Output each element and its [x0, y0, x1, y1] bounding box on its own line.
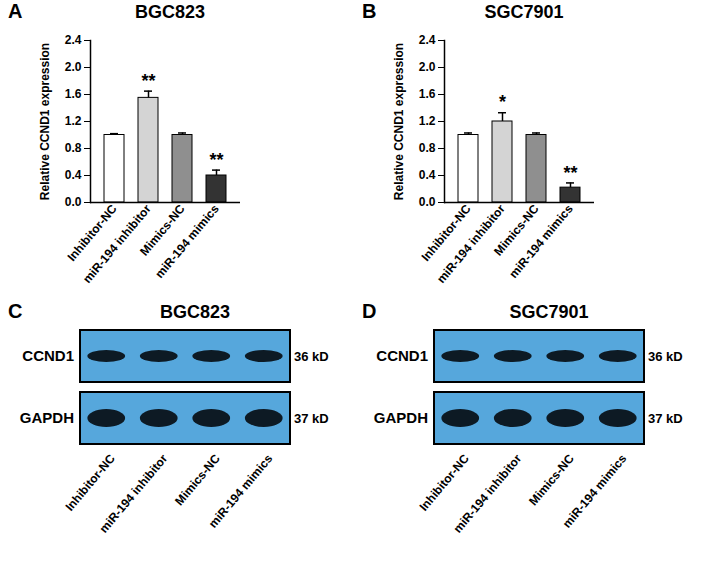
svg-text:**: ** [209, 150, 223, 170]
html-text:D: D [362, 300, 377, 322]
svg-text:Inhibitor-NC: Inhibitor-NC [64, 201, 120, 264]
svg-text:2.4: 2.4 [419, 33, 436, 47]
svg-text:GAPDH: GAPDH [374, 409, 428, 426]
svg-text:2.0: 2.0 [419, 60, 436, 74]
svg-text:**: ** [141, 71, 155, 91]
svg-text:0.0: 0.0 [65, 195, 82, 209]
svg-text:Inhibitor-NC: Inhibitor-NC [62, 451, 117, 513]
html-text:C: C [8, 300, 23, 322]
svg-text:0.0: 0.0 [419, 195, 436, 209]
svg-text:Mimics-NC: Mimics-NC [172, 451, 223, 508]
svg-text:Relative CCND1 expression: Relative CCND1 expression [38, 43, 52, 200]
svg-text:GAPDH: GAPDH [20, 409, 74, 426]
svg-text:Inhibitor-NC: Inhibitor-NC [416, 451, 471, 513]
svg-text:1.6: 1.6 [419, 87, 436, 101]
html-text:B: B [362, 0, 377, 22]
html-text:SGC7901: SGC7901 [509, 302, 589, 322]
html-text:A: A [8, 0, 23, 22]
html-text:BGC823: BGC823 [160, 302, 230, 322]
svg-text:miR-194 mimics: miR-194 mimics [206, 451, 276, 530]
svg-text:1.2: 1.2 [419, 114, 436, 128]
svg-text:0.8: 0.8 [65, 141, 82, 155]
svg-text:miR-194 inhibitor: miR-194 inhibitor [80, 201, 154, 286]
svg-text:miR-194 inhibitor: miR-194 inhibitor [451, 451, 525, 535]
svg-text:miR-194 mimics: miR-194 mimics [560, 451, 630, 530]
svg-text:CCND1: CCND1 [376, 347, 428, 364]
svg-text:37 kD: 37 kD [648, 411, 683, 426]
svg-text:0.8: 0.8 [419, 141, 436, 155]
svg-text:Mimics-NC: Mimics-NC [526, 451, 577, 508]
svg-text:Mimics-NC: Mimics-NC [137, 201, 188, 259]
svg-text:*: * [499, 92, 506, 112]
svg-text:37 kD: 37 kD [294, 411, 329, 426]
html-text:SGC7901: SGC7901 [484, 2, 564, 22]
svg-text:Relative CCND1 expression: Relative CCND1 expression [392, 43, 406, 200]
svg-text:CCND1: CCND1 [22, 347, 74, 364]
svg-text:Inhibitor-NC: Inhibitor-NC [418, 201, 474, 264]
html-text:BGC823: BGC823 [135, 2, 205, 22]
svg-text:Mimics-NC: Mimics-NC [491, 201, 542, 259]
svg-text:36 kD: 36 kD [648, 349, 683, 364]
svg-text:0.4: 0.4 [419, 168, 436, 182]
svg-text:**: ** [563, 163, 577, 183]
svg-text:miR-194 mimics: miR-194 mimics [506, 202, 576, 281]
svg-text:miR-194 inhibitor: miR-194 inhibitor [97, 451, 171, 535]
svg-text:1.2: 1.2 [65, 114, 82, 128]
svg-text:2.4: 2.4 [65, 33, 82, 47]
svg-text:36 kD: 36 kD [294, 349, 329, 364]
svg-text:miR-194 mimics: miR-194 mimics [152, 202, 222, 281]
svg-text:1.6: 1.6 [65, 87, 82, 101]
svg-text:miR-194 inhibitor: miR-194 inhibitor [434, 201, 508, 286]
svg-text:2.0: 2.0 [65, 60, 82, 74]
svg-text:0.4: 0.4 [65, 168, 82, 182]
